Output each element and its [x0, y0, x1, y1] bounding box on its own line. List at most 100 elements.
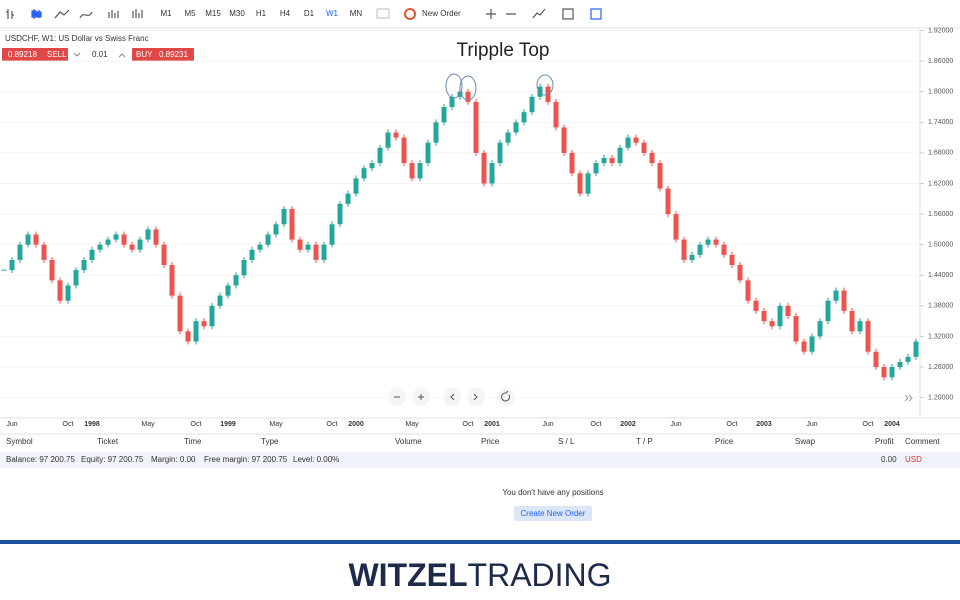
- chart-nav[interactable]: [388, 388, 913, 406]
- candle: [345, 193, 351, 204]
- x-tick-label: Oct: [63, 421, 74, 428]
- candle: [761, 310, 767, 322]
- candle: [113, 234, 119, 240]
- sell-price[interactable]: 0.89218: [8, 50, 37, 59]
- candle: [425, 142, 431, 164]
- candle: [401, 137, 407, 164]
- column-header: Time: [184, 437, 202, 446]
- currency: USD: [905, 455, 922, 464]
- candle: [841, 290, 847, 311]
- volume-arrows[interactable]: [73, 52, 126, 58]
- candle: [585, 173, 591, 194]
- sell-button[interactable]: [2, 48, 68, 61]
- candle: [657, 163, 663, 189]
- candle: [793, 316, 799, 342]
- candle: [897, 361, 903, 368]
- create-order-label[interactable]: Create New Order: [521, 509, 586, 518]
- x-tick-label: 2000: [348, 421, 364, 428]
- candle: [361, 168, 367, 179]
- timeframe[interactable]: M30: [229, 9, 245, 18]
- candle: [873, 351, 879, 368]
- candle: [337, 203, 343, 225]
- candle: [161, 244, 167, 266]
- buy-label[interactable]: BUY: [136, 50, 153, 59]
- candle: [497, 142, 503, 164]
- candle: [417, 163, 423, 179]
- candle: [81, 259, 87, 271]
- candle: [97, 244, 103, 250]
- candle: [241, 259, 247, 276]
- timeframe[interactable]: D1: [304, 9, 315, 18]
- candle: [289, 208, 295, 240]
- margin: Margin: 0.00: [151, 455, 196, 464]
- candle: [409, 163, 415, 179]
- candle: [209, 305, 215, 327]
- x-tick-label: 1998: [84, 421, 100, 428]
- toolbar: [0, 0, 960, 28]
- free-margin: Free margin: 97 200.75: [204, 455, 288, 464]
- y-tick-label: 1.68000: [928, 150, 953, 157]
- candle: [169, 265, 175, 296]
- candle: [617, 147, 623, 164]
- column-header: Symbol: [6, 437, 33, 446]
- timeframe[interactable]: MN: [350, 9, 363, 18]
- timeframe[interactable]: M5: [184, 9, 196, 18]
- toolbar-icons: [6, 8, 602, 20]
- candle: [369, 163, 375, 169]
- candle: [321, 244, 327, 260]
- x-tick-label: Jun: [806, 421, 817, 428]
- instrument-title: USDCHF, W1: US Dollar vs Swiss Franc: [5, 34, 149, 43]
- candle: [825, 300, 831, 322]
- candle: [201, 321, 207, 327]
- candle: [145, 229, 151, 240]
- x-tick-label: Oct: [191, 421, 202, 428]
- candle: [785, 305, 791, 317]
- candle: [433, 122, 439, 143]
- timeframe[interactable]: M15: [205, 9, 221, 18]
- x-tick-label: 1999: [220, 421, 236, 428]
- candle: [449, 96, 455, 108]
- column-header: Volume: [395, 437, 422, 446]
- candle: [753, 300, 759, 311]
- candle: [569, 152, 575, 174]
- candle: [17, 244, 23, 260]
- candle: [305, 244, 311, 250]
- buy-price[interactable]: 0.89231: [159, 50, 188, 59]
- candle: [577, 173, 583, 194]
- new-order-icon: [404, 8, 416, 20]
- y-tick-label: 1.74000: [928, 119, 953, 126]
- new-order[interactable]: New Order: [422, 9, 461, 18]
- y-tick-label: 1.50000: [928, 242, 953, 249]
- candle: [225, 285, 231, 296]
- create-order-button[interactable]: [514, 506, 592, 521]
- candle: [393, 132, 399, 138]
- sell-label[interactable]: SELL: [47, 50, 67, 59]
- candle: [777, 305, 783, 327]
- candle: [817, 321, 823, 337]
- candle: [913, 341, 919, 357]
- candle: [73, 270, 79, 286]
- x-tick-label: 2002: [620, 421, 636, 428]
- candle: [633, 137, 639, 143]
- y-tick-label: 1.92000: [928, 27, 953, 34]
- candle: [89, 249, 95, 260]
- candle: [561, 127, 567, 153]
- candle: [193, 321, 199, 342]
- timeframe[interactable]: H4: [280, 9, 291, 18]
- timeframe[interactable]: M1: [160, 9, 172, 18]
- candle: [721, 244, 727, 255]
- timeframe[interactable]: W1: [326, 9, 339, 18]
- x-tick-label: Jun: [6, 421, 17, 428]
- volume[interactable]: 0.01: [92, 50, 108, 59]
- column-header: Ticket: [97, 437, 119, 446]
- buy-button[interactable]: [132, 48, 194, 61]
- y-tick-label: 1.56000: [928, 211, 953, 218]
- equity: Equity: 97 200.75: [81, 455, 144, 464]
- timeframe[interactable]: H1: [256, 9, 267, 18]
- x-tick-label: 2004: [884, 421, 900, 428]
- top-markers: [445, 73, 554, 101]
- candle: [1, 269, 7, 271]
- x-tick-label: Oct: [727, 421, 738, 428]
- candle: [601, 158, 607, 164]
